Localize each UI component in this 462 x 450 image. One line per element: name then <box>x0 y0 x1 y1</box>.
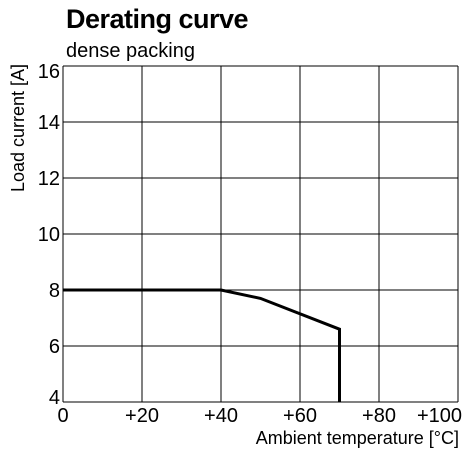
y-tick-label: 4 <box>49 387 60 409</box>
y-tick-label: 14 <box>38 112 60 134</box>
x-tick-label: +20 <box>125 405 159 427</box>
y-tick-label: 10 <box>38 224 60 246</box>
series <box>63 288 341 402</box>
x-axis-label: Ambient temperature [°C] <box>256 428 459 448</box>
tick-labels: 0 +20 +40 +60 +80 +100 4 6 8 10 12 14 16 <box>38 61 462 427</box>
x-tick-label: +40 <box>204 405 238 427</box>
y-axis-label: Load current [A] <box>8 64 28 192</box>
x-tick-label: +80 <box>362 405 396 427</box>
x-tick-label: +100 <box>417 405 462 427</box>
chart-subtitle: dense packing <box>66 40 195 62</box>
y-tick-label: 6 <box>49 336 60 358</box>
derating-line <box>63 288 341 402</box>
x-tick-label: +60 <box>283 405 317 427</box>
grid <box>62 65 459 403</box>
chart-title: Derating curve <box>66 4 249 34</box>
y-tick-label: 12 <box>38 168 60 190</box>
x-tick-label: 0 <box>57 405 68 427</box>
y-tick-label: 8 <box>49 280 60 302</box>
y-tick-label: 16 <box>38 61 60 83</box>
